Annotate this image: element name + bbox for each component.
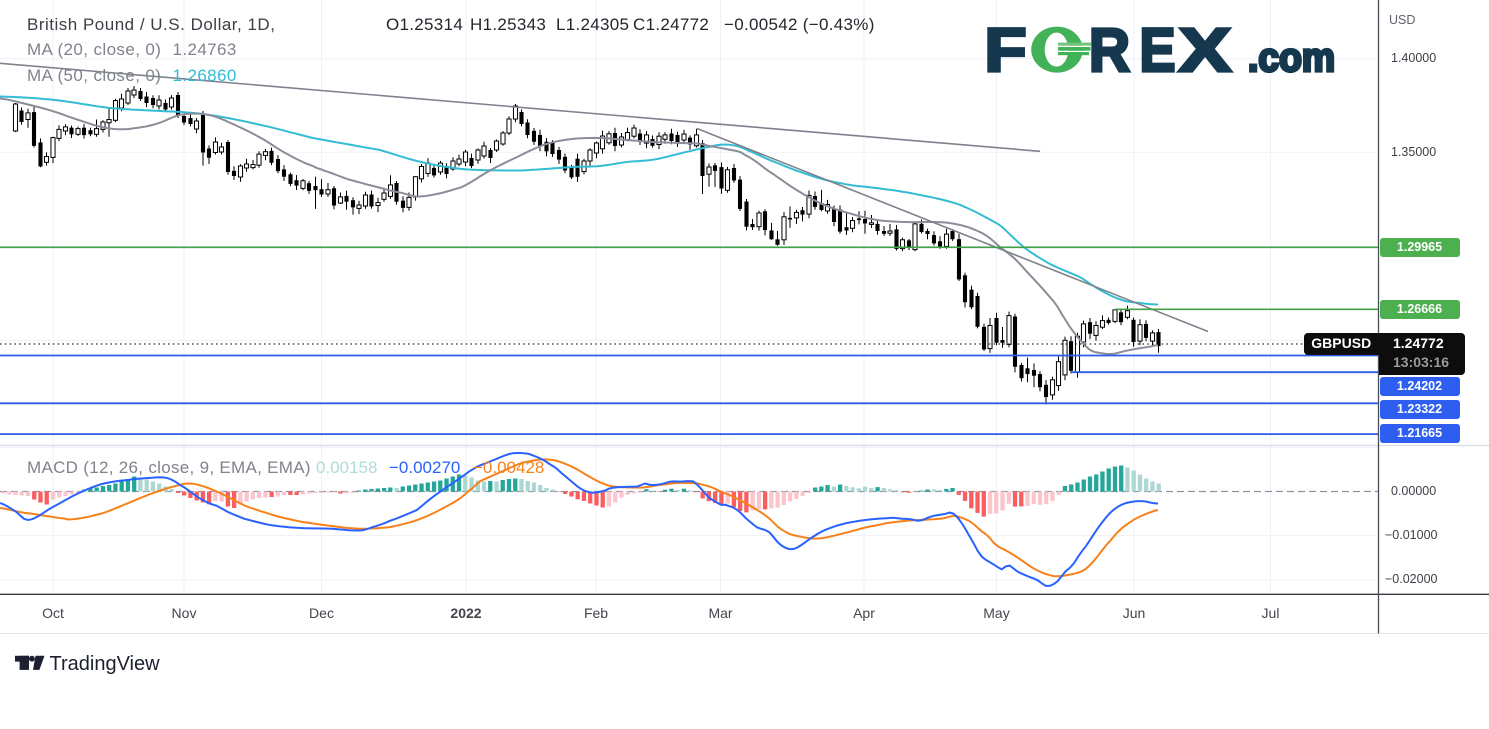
svg-text:R: R [1089,16,1130,84]
svg-text:E: E [1140,16,1176,84]
svg-text:.com: .com [1248,36,1335,80]
svg-text:F: F [985,16,1027,84]
svg-text:TradingView: TradingView [50,653,161,675]
svg-text:X: X [1179,16,1231,84]
